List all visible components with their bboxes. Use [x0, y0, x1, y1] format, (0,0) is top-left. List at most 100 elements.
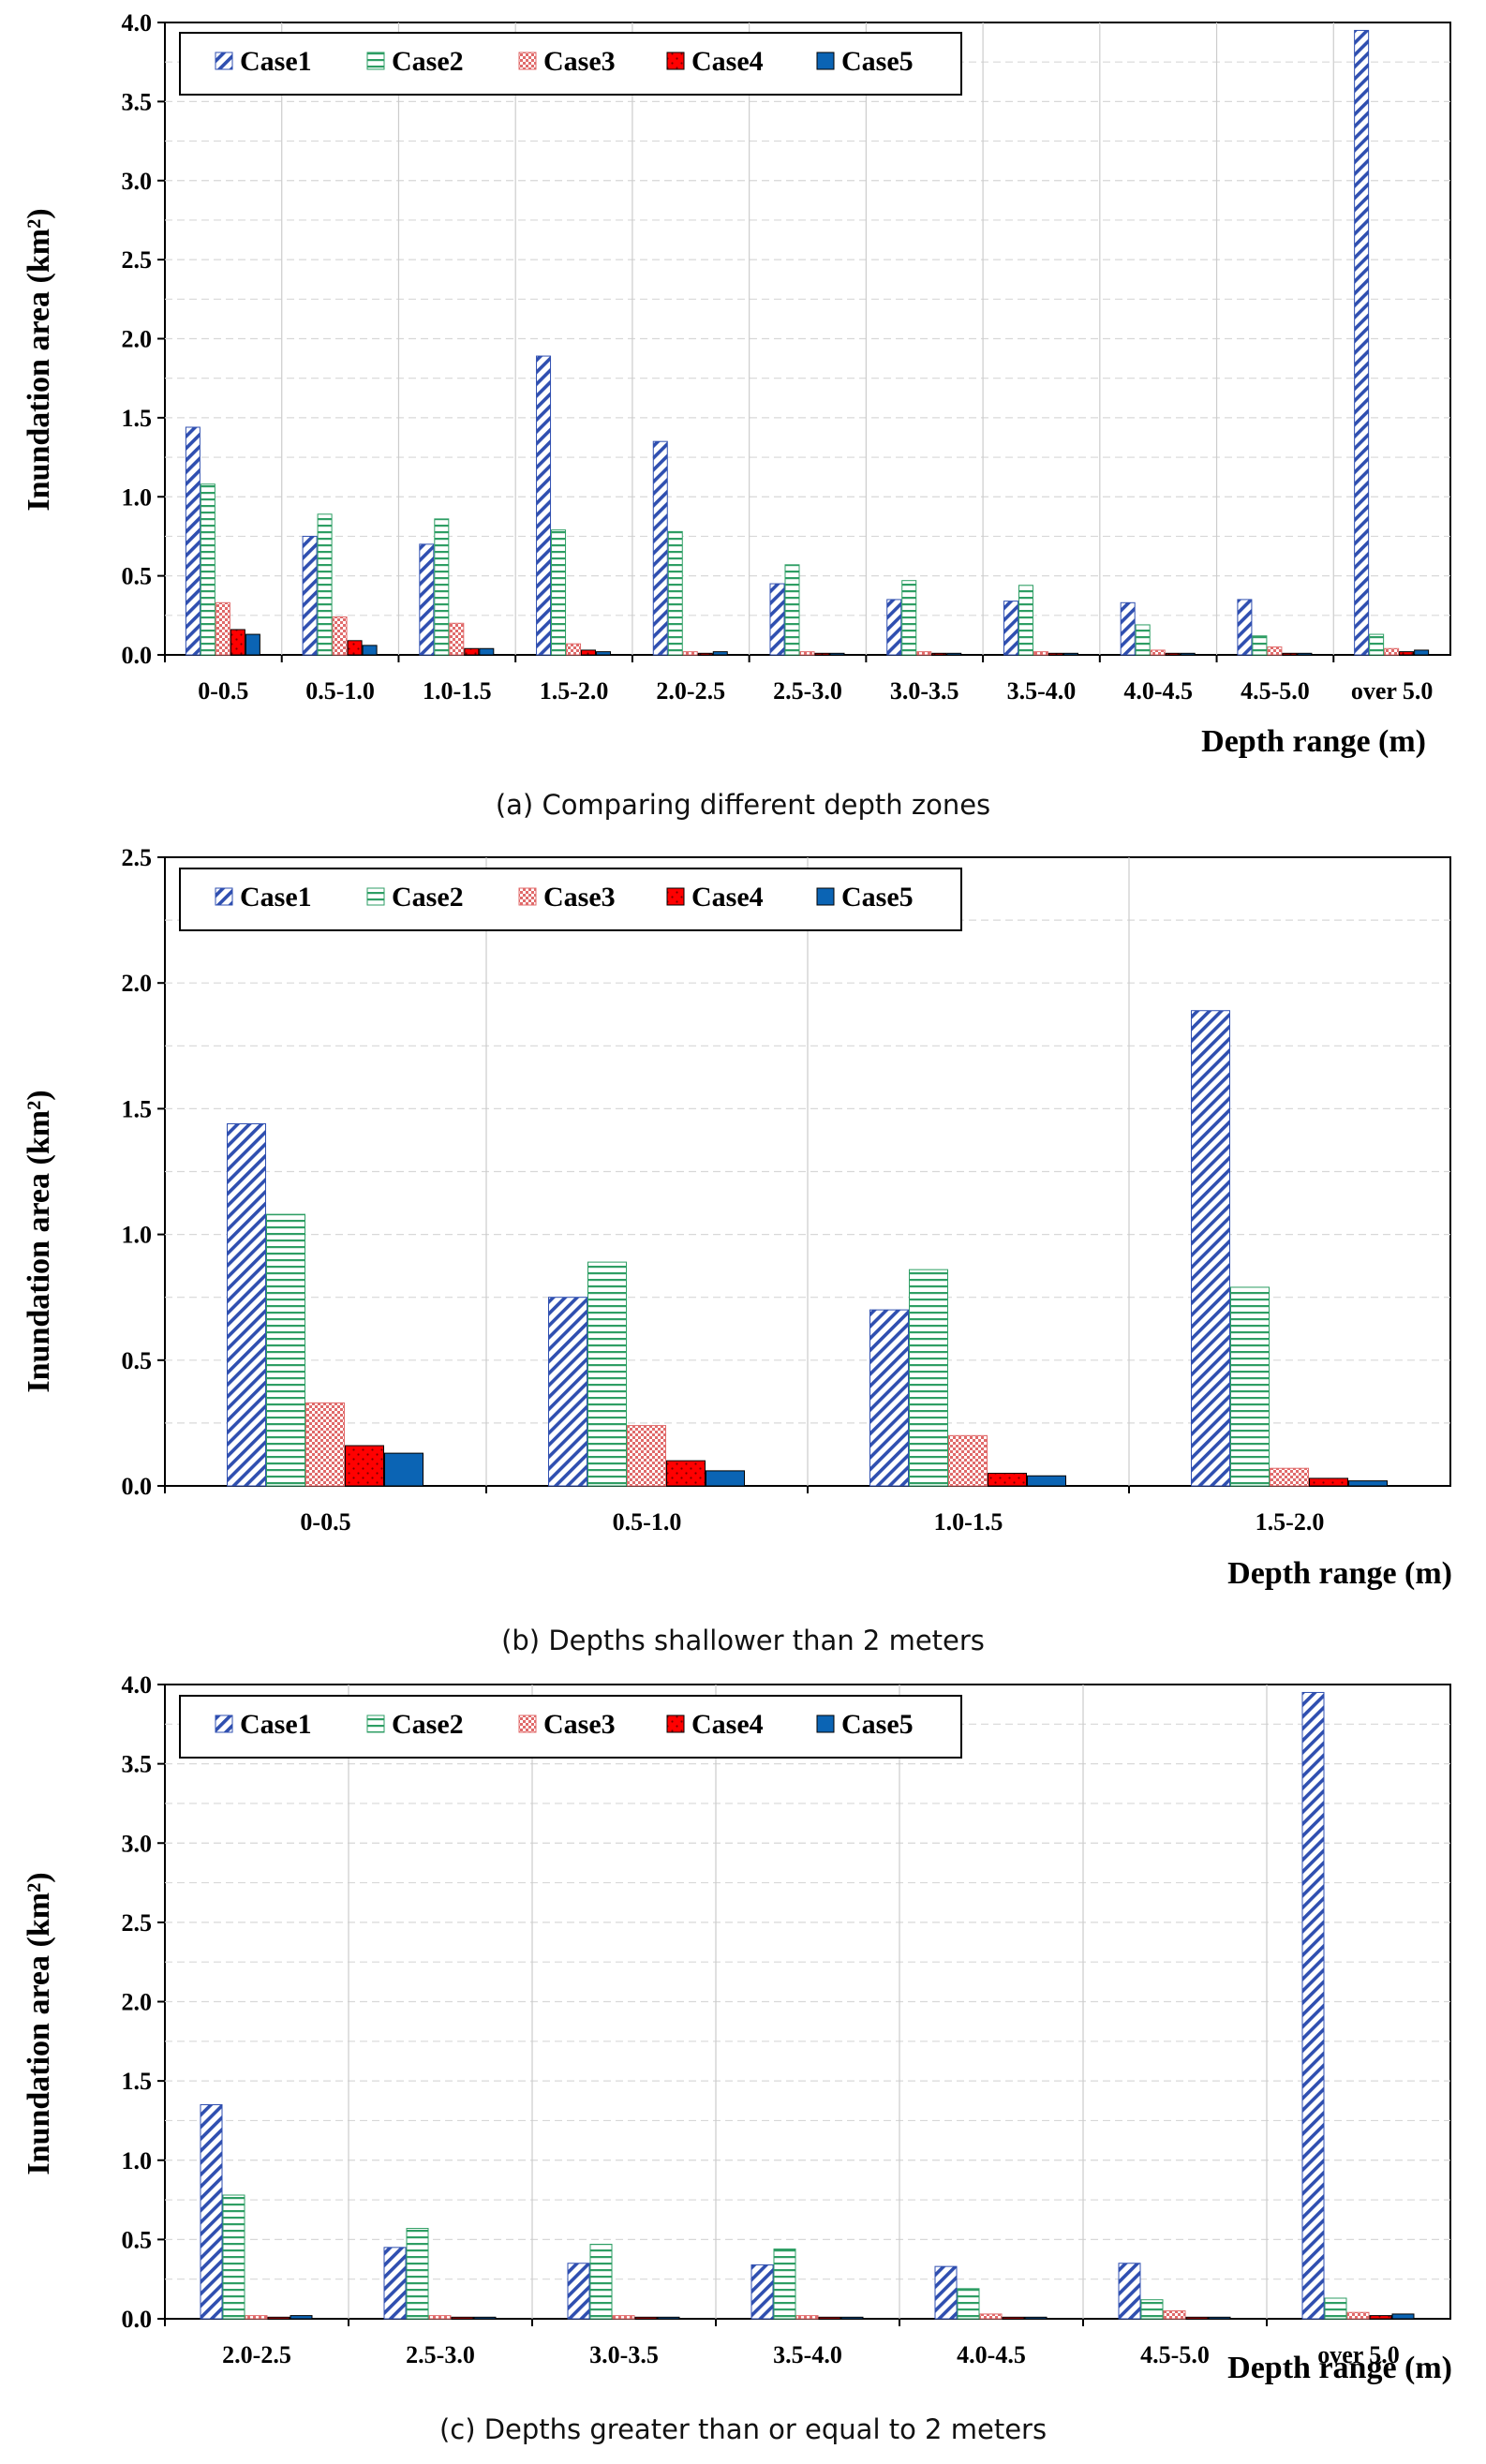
chart-c-bar	[773, 2249, 796, 2320]
chart-a-y-tick-label: 2.5	[122, 246, 153, 274]
chart-b-y-tick-label: 0.0	[122, 1473, 153, 1500]
chart-b-x-axis-title: Depth range (m)	[1227, 1556, 1452, 1591]
chart-a-bar	[697, 652, 713, 656]
chart-a-bar	[901, 580, 917, 656]
chart-a-bar	[1267, 646, 1283, 656]
chart-b-bar	[1270, 1467, 1309, 1487]
chart-a-legend-label-case4: Case4	[691, 46, 764, 77]
chart-b-bar	[587, 1261, 627, 1487]
chart-c-y-tick-label: 4.0	[122, 1671, 153, 1699]
chart-a-bar	[596, 651, 612, 656]
chart-c-bar	[1118, 2263, 1141, 2320]
chart-b-x-tick-label: 1.5-2.0	[1256, 1508, 1325, 1536]
chart-b-x-tick-label: 1.0-1.5	[934, 1508, 1003, 1536]
chart-a-x-tick-label: over 5.0	[1351, 677, 1434, 705]
chart-c-bar	[818, 2316, 841, 2320]
chart-a-bar	[1297, 652, 1313, 656]
chart-a-x-tick-label: 1.5-2.0	[540, 677, 609, 705]
chart-a-bar	[1414, 649, 1430, 656]
chart-c-y-tick-label: 0.0	[122, 2306, 153, 2333]
chart-c-legend-swatch-case5	[816, 1714, 835, 1733]
chart-c-bar	[1185, 2316, 1209, 2320]
chart-a-bar	[347, 640, 363, 656]
chart-a-x-axis-title: Depth range (m)	[1201, 724, 1426, 759]
chart-a-bar	[215, 601, 230, 656]
chart-b-bar	[266, 1213, 305, 1487]
chart-b-bar	[948, 1434, 988, 1487]
chart-a-bar	[829, 652, 845, 656]
chart-a-bar	[916, 651, 932, 656]
chart-a-bar	[536, 355, 552, 656]
chart-a-x-tick-label: 1.0-1.5	[423, 677, 492, 705]
chart-b-legend-label-case3: Case3	[543, 882, 616, 913]
chart-a-legend-swatch-case5	[816, 52, 835, 70]
chart-c-bar	[1324, 2297, 1347, 2320]
chart-b-bar	[548, 1297, 587, 1487]
chart-c-bar	[451, 2316, 474, 2320]
chart-a-y-tick-label: 3.5	[122, 88, 153, 115]
chart-a-bar	[1384, 647, 1400, 656]
chart-a-bar	[434, 518, 450, 656]
chart-a-bar	[1369, 633, 1385, 656]
chart-c-x-tick-label: 4.0-4.5	[957, 2341, 1026, 2368]
chart-c-bar	[1208, 2316, 1231, 2320]
chart-b-bar	[345, 1445, 384, 1487]
chart-b-bar	[909, 1269, 948, 1487]
chart-b-bar	[384, 1452, 424, 1487]
chart-a-y-tick-label: 1.0	[122, 483, 153, 511]
chart-a-y-tick-label: 0.0	[122, 642, 153, 669]
chart-b-bar	[1191, 1010, 1230, 1487]
chart-b-bar	[666, 1460, 706, 1487]
chart-a-legend-swatch-case2	[366, 52, 385, 70]
chart-c-bar	[406, 2228, 429, 2320]
chart-b-bar	[869, 1309, 909, 1487]
chart-c-plot-area	[164, 1684, 1451, 2320]
chart-a-bar	[886, 599, 902, 656]
chart-c-bar	[612, 2315, 635, 2320]
chart-c-x-tick-label: 4.5-5.0	[1140, 2341, 1210, 2368]
chart-b-y-tick-label: 2.5	[122, 844, 153, 871]
chart-a-bar	[1282, 652, 1298, 656]
chart-c-legend-label-case5: Case5	[841, 1709, 914, 1740]
chart-c-y-tick-label: 1.0	[122, 2147, 153, 2175]
chart-a-bar	[185, 426, 201, 656]
chart-b-x-tick-label: 0-0.5	[300, 1508, 350, 1536]
chart-c: (c) Depths greater than or equal to 2 me…	[22, 1671, 1452, 2445]
chart-c-bar	[1140, 2299, 1164, 2320]
chart-a-x-tick-label: 3.5-4.0	[1007, 677, 1077, 705]
chart-a-bar	[581, 649, 597, 656]
chart-a-bar	[230, 629, 245, 656]
chart-b-legend-swatch-case5	[816, 887, 835, 906]
chart-c-bar	[473, 2316, 497, 2320]
chart-c-legend-label-case2: Case2	[392, 1709, 464, 1740]
chart-a-bar	[1399, 651, 1415, 656]
chart-c-bar	[200, 2104, 223, 2320]
chart-a: (a) Comparing different depth zones Dept…	[22, 9, 1451, 821]
chart-a-bar	[302, 535, 318, 656]
chart-c-bar	[383, 2247, 407, 2320]
chart-b-legend-swatch-case1	[215, 887, 233, 906]
chart-b-legend-swatch-case3	[518, 887, 537, 906]
chart-a-bar	[362, 645, 378, 656]
chart-c-bar	[1369, 2315, 1392, 2320]
chart-a-bar	[449, 622, 465, 656]
chart-c-bar	[1301, 1691, 1325, 2320]
chart-a-bar	[317, 513, 333, 656]
chart-a-y-axis-title: Inundation area (km²)	[22, 208, 56, 511]
chart-b-legend-label-case5: Case5	[841, 882, 914, 913]
chart-c-y-tick-label: 3.0	[122, 1830, 153, 1857]
chart-b-legend-swatch-case4	[666, 887, 685, 906]
chart-c-y-tick-label: 2.5	[122, 1909, 153, 1937]
chart-a-legend-swatch-case1	[215, 52, 233, 70]
chart-b-bar	[988, 1473, 1027, 1487]
chart-c-bar	[290, 2315, 313, 2320]
chart-a-bar	[551, 529, 567, 656]
chart-c-legend-label-case4: Case4	[691, 1709, 764, 1740]
chart-b-bar	[1309, 1477, 1348, 1487]
chart-c-bar	[567, 2263, 590, 2320]
chart-a-x-tick-label: 0-0.5	[198, 677, 248, 705]
chart-a-bar	[1237, 599, 1253, 656]
chart-a-x-tick-label: 3.0-3.5	[890, 677, 959, 705]
chart-a-y-tick-label: 0.5	[122, 563, 153, 590]
